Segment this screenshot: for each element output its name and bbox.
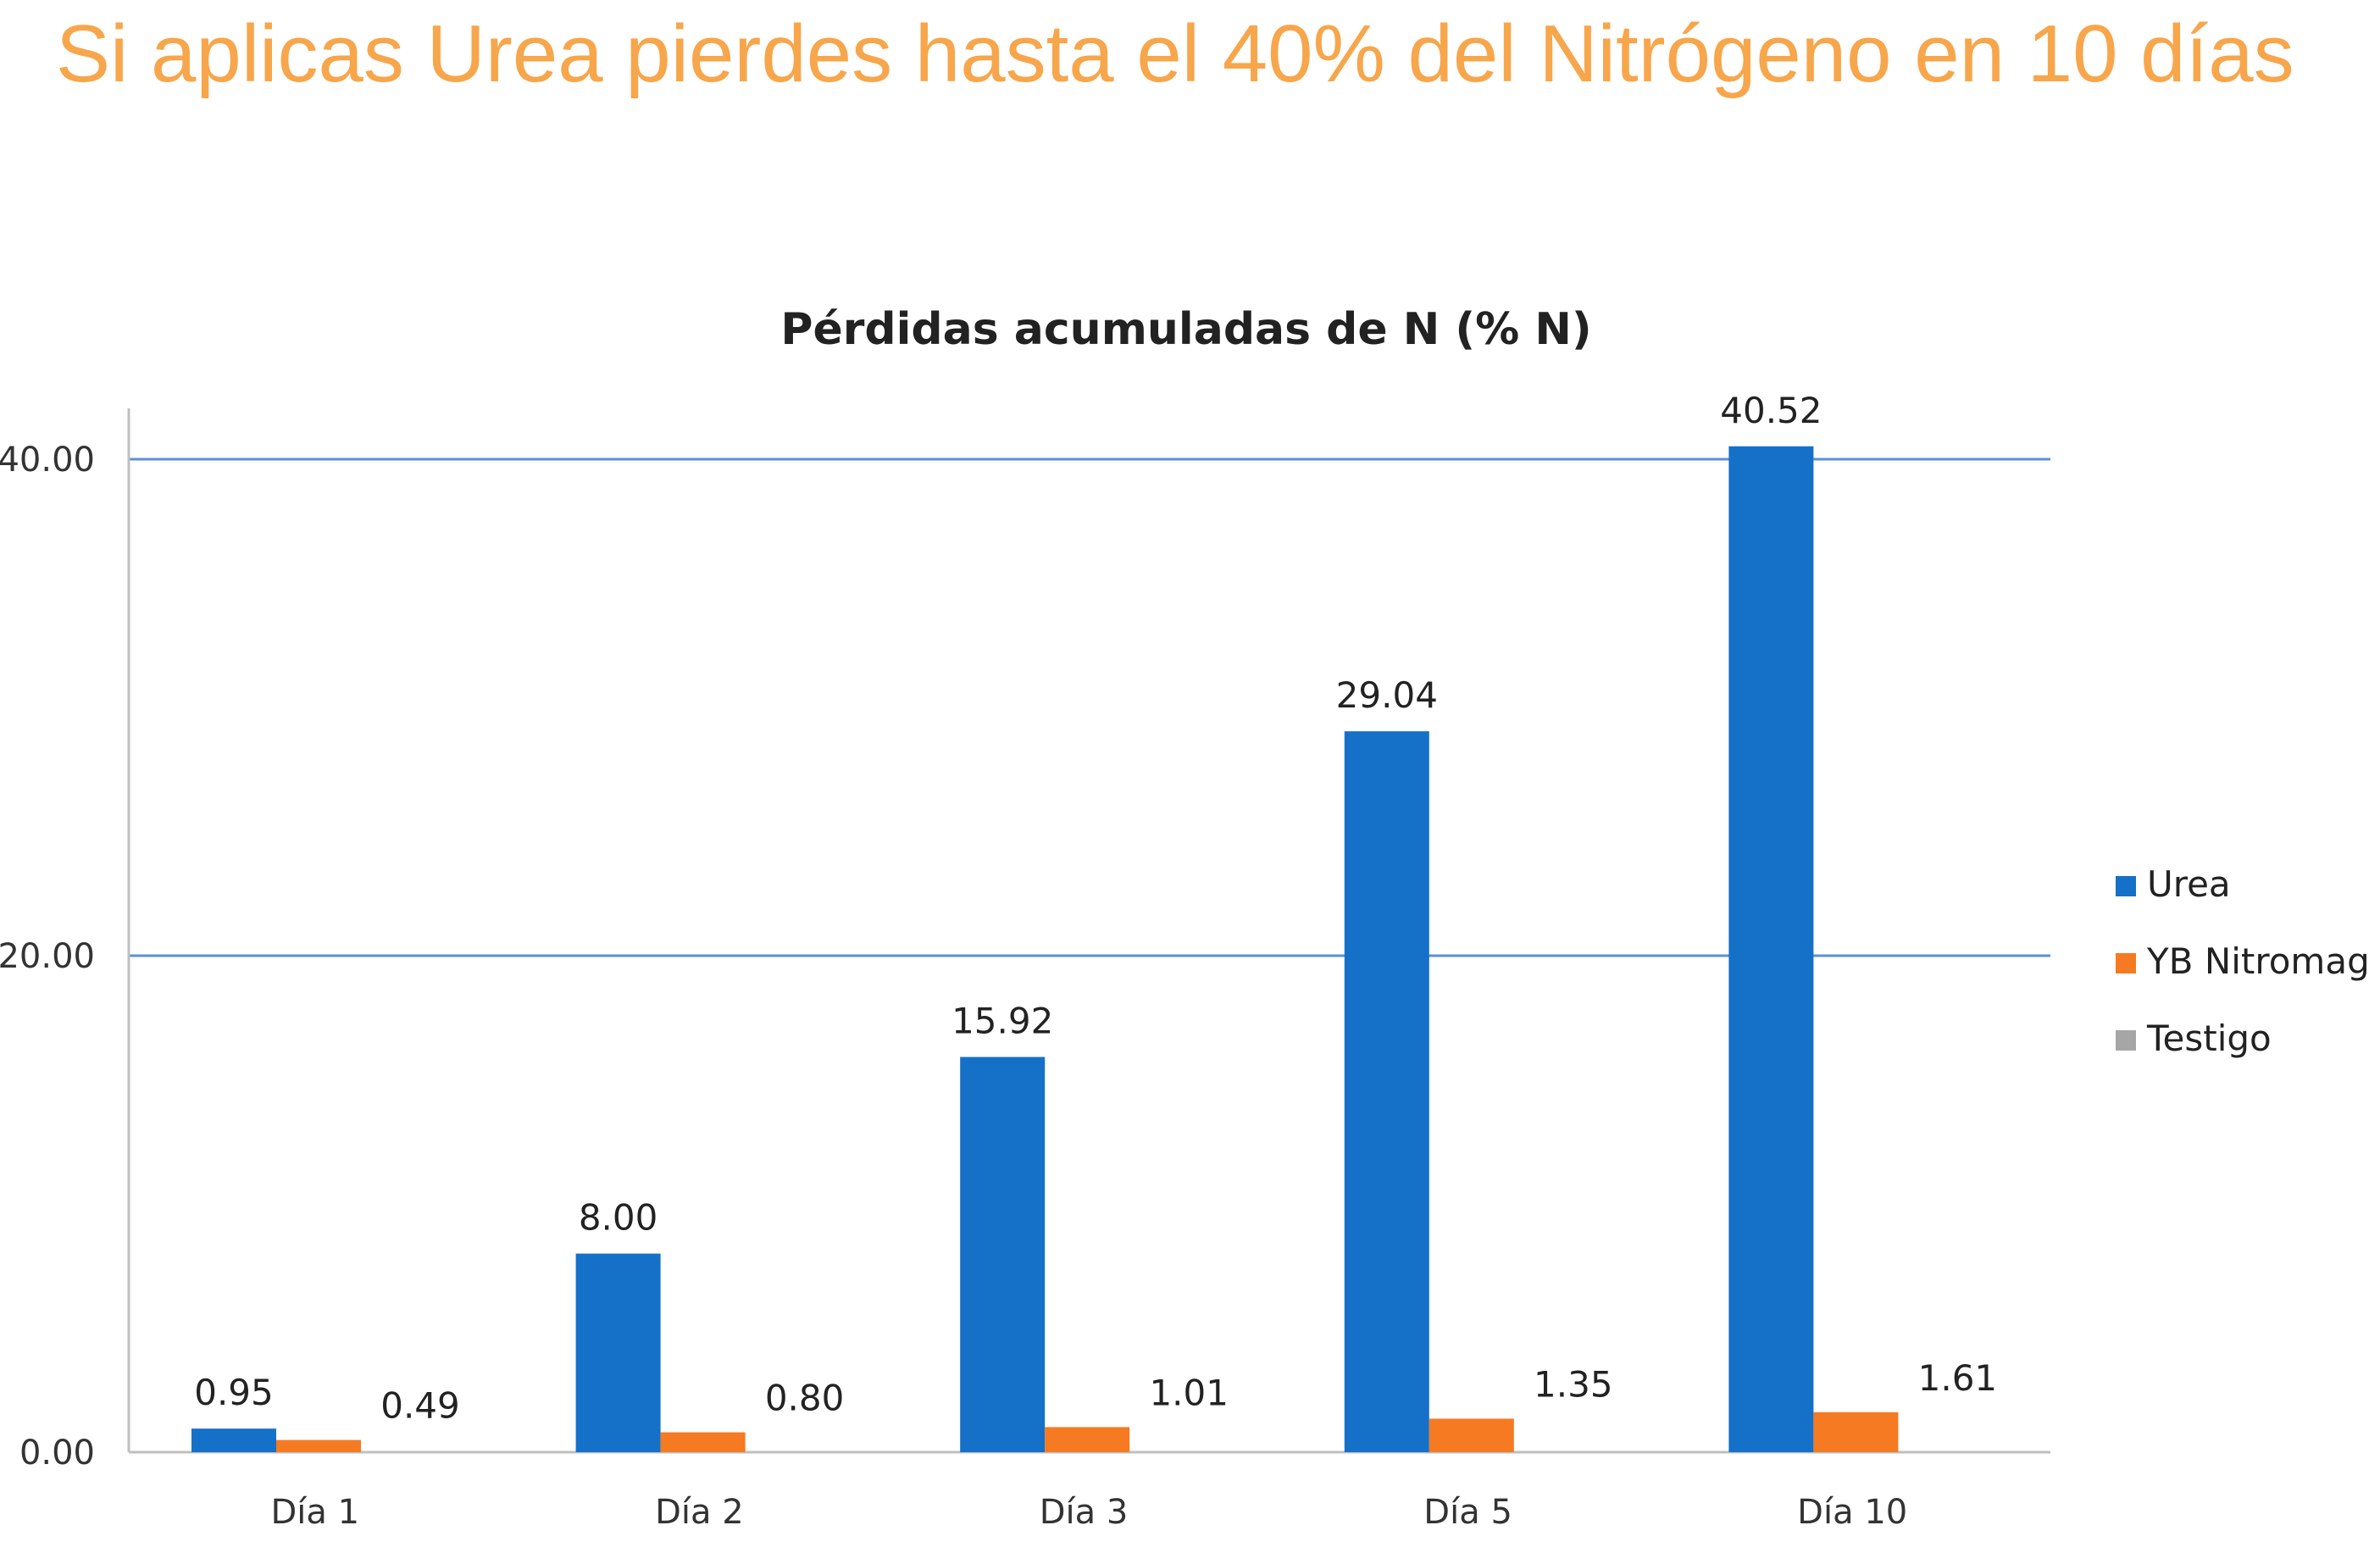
legend-swatch — [2116, 953, 2136, 973]
data-label-urea: 0.95 — [194, 1372, 274, 1413]
bar-yb-nitromag-2 — [1045, 1427, 1130, 1452]
legend-swatch — [2116, 1030, 2136, 1051]
bar-yb-nitromag-1 — [660, 1432, 746, 1452]
legend-swatch — [2116, 876, 2136, 896]
legend-item-yb-nitromag: YB Nitromag — [2116, 940, 2370, 982]
bar-urea-1 — [575, 1253, 661, 1452]
legend-item-urea: Urea — [2116, 863, 2231, 905]
bar-urea-4 — [1728, 446, 1814, 1453]
legend-label: Testigo — [2146, 1018, 2272, 1059]
data-labels: 0.95 0.49 8.00 0.80 15.92 1.01 29.04 1.35 40.52 1… — [194, 390, 1997, 1427]
bars — [191, 446, 1899, 1453]
bar-yb-nitromag-3 — [1429, 1418, 1514, 1452]
data-label-urea: 8.00 — [579, 1197, 658, 1239]
data-label-yb-nitromag: 1.61 — [1918, 1357, 1998, 1399]
chart-title: Pérdidas acumuladas de N (% N) — [780, 304, 1591, 355]
data-label-urea: 15.92 — [951, 1001, 1053, 1042]
legend-label: YB Nitromag — [2146, 940, 2370, 982]
data-label-urea: 29.04 — [1336, 674, 1438, 716]
legend: Urea YB Nitromag Testigo — [2116, 863, 2370, 1059]
bar-urea-2 — [960, 1057, 1046, 1452]
legend-item-testigo: Testigo — [2116, 1018, 2272, 1059]
x-tick-label: Día 2 — [655, 1493, 744, 1532]
axes: 0.00 20.00 40.00 Día 1 Día 2 Día 3 Día 5 Día 10 — [0, 408, 2050, 1532]
legend-label: Urea — [2147, 863, 2231, 905]
data-label-yb-nitromag: 0.49 — [380, 1385, 460, 1427]
data-label-yb-nitromag: 1.35 — [1534, 1363, 1613, 1405]
data-label-yb-nitromag: 0.80 — [765, 1378, 845, 1419]
data-label-yb-nitromag: 1.01 — [1149, 1372, 1229, 1413]
bar-yb-nitromag-0 — [276, 1439, 361, 1452]
x-tick-label: Día 1 — [271, 1493, 360, 1532]
x-tick-label: Día 10 — [1797, 1493, 1907, 1532]
bar-urea-0 — [191, 1428, 276, 1452]
data-label-urea: 40.52 — [1720, 390, 1822, 431]
y-tick-label: 20.00 — [0, 937, 95, 976]
bar-yb-nitromag-4 — [1813, 1412, 1899, 1452]
x-tick-label: Día 3 — [1040, 1493, 1129, 1532]
x-tick-label: Día 5 — [1423, 1493, 1512, 1532]
bar-urea-3 — [1344, 731, 1429, 1452]
slide-title: Si aplicas Urea pierdes hasta el 40% del… — [56, 8, 2294, 99]
y-tick-label: 0.00 — [19, 1434, 95, 1473]
y-tick-label: 40.00 — [0, 441, 95, 480]
